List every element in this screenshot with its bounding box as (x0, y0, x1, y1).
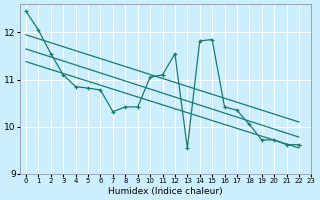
X-axis label: Humidex (Indice chaleur): Humidex (Indice chaleur) (108, 187, 223, 196)
